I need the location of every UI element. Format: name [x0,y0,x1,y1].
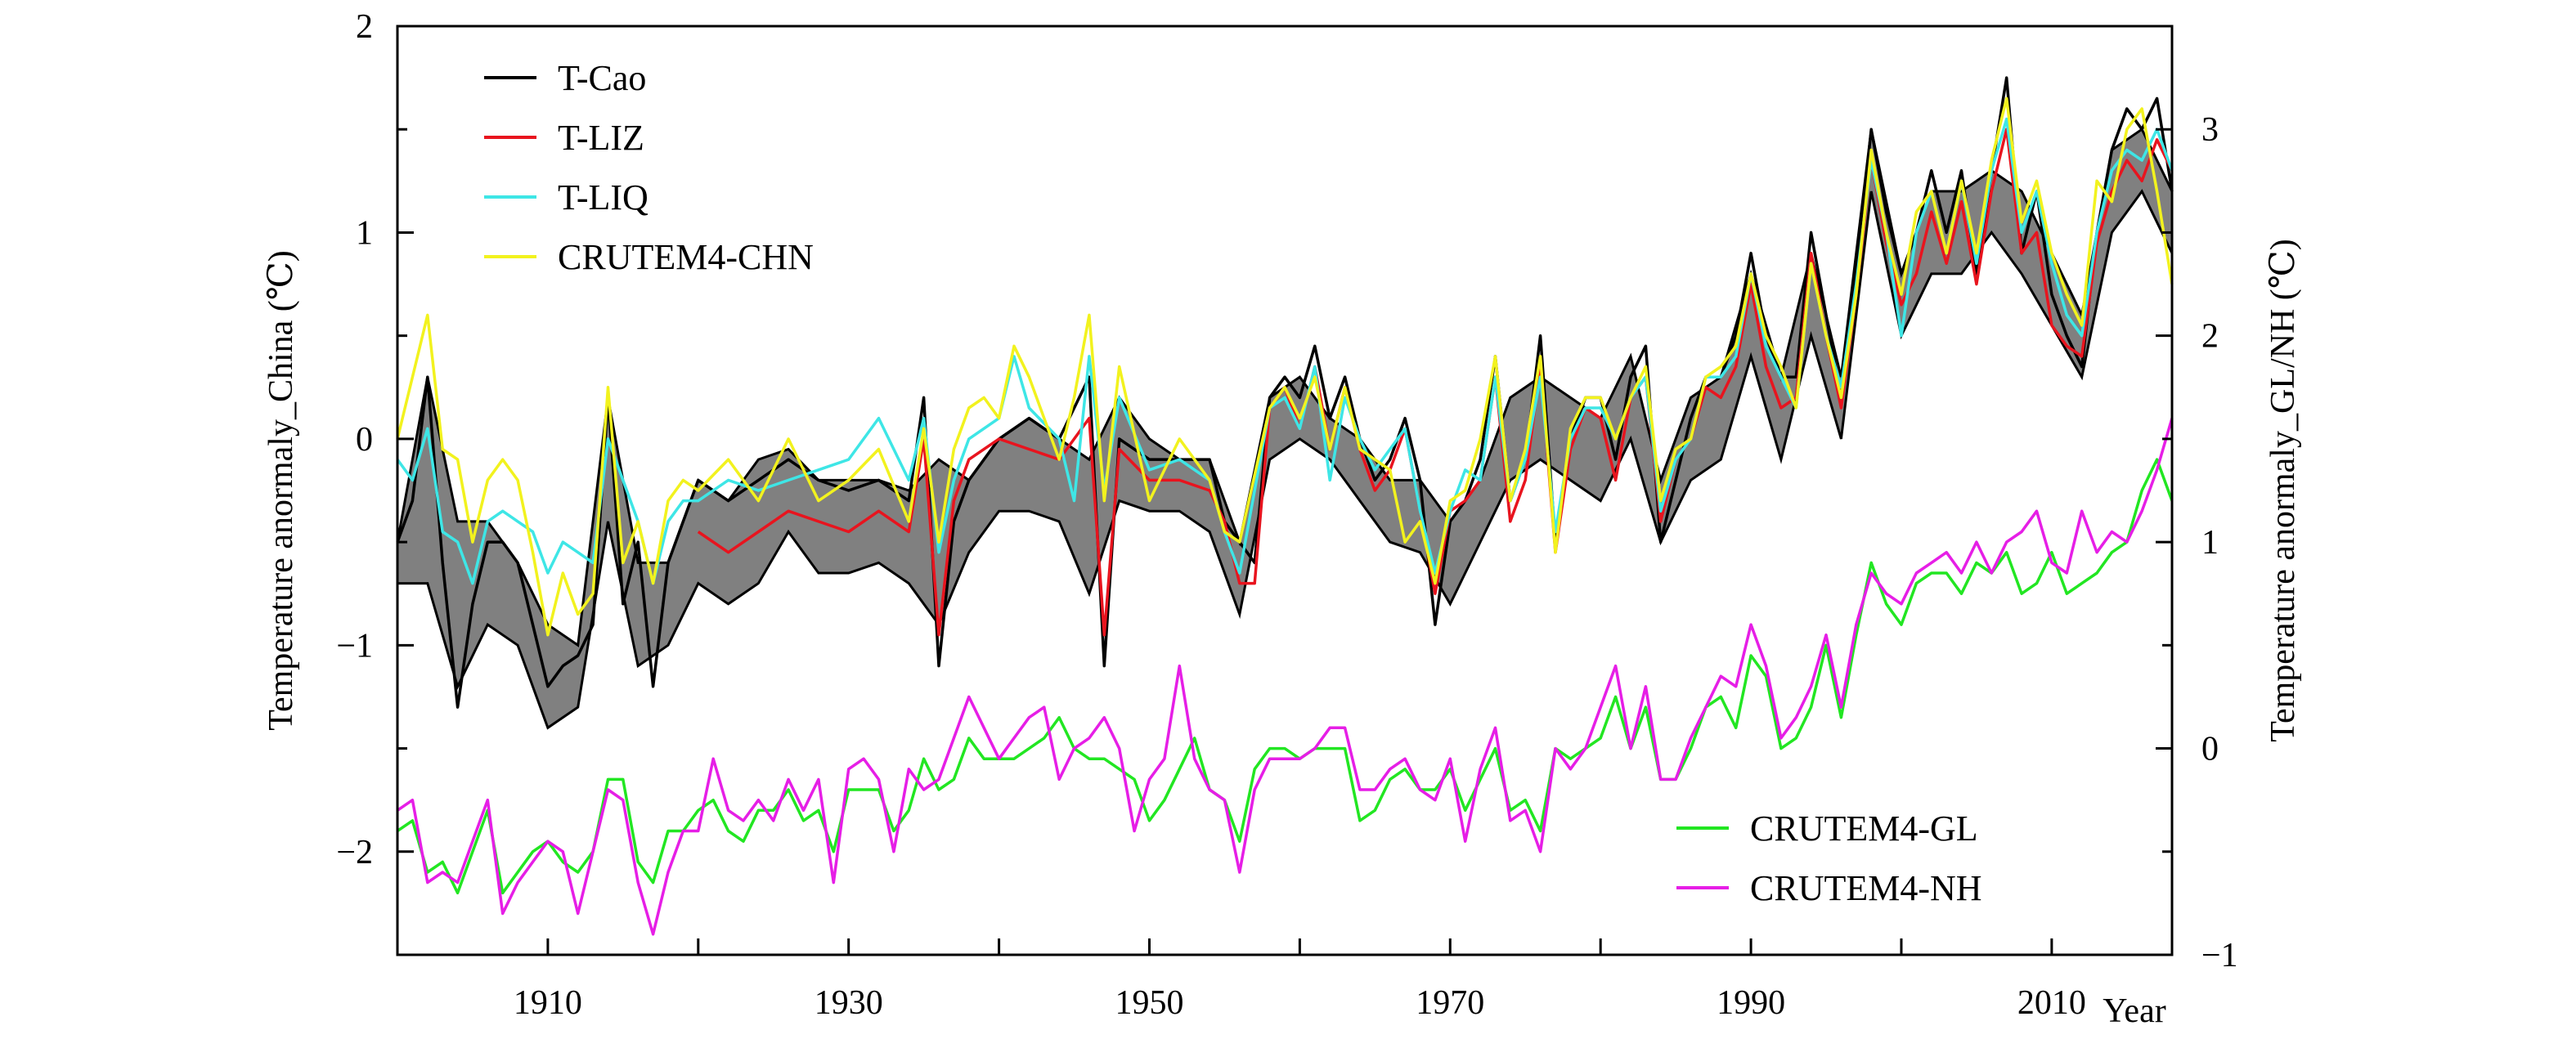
x-tick-label: 1950 [1115,984,1183,1022]
legend-label-crutem4-gl: CRUTEM4-GL [1750,808,1978,849]
y-left-tick-label: 2 [356,8,373,46]
legend-label-t-liq: T-LIQ [558,177,648,217]
y-right-tick-label: 0 [2201,731,2219,768]
x-tick-label: 1990 [1717,984,1785,1022]
legend-label-crutem4-nh: CRUTEM4-NH [1750,868,1982,908]
x-tick-label: 2010 [2017,984,2086,1022]
left-series-layer [396,76,2174,709]
y-left-axis-title: Temperature anormaly_China (℃) [263,250,300,731]
series-t-liq [396,117,2174,585]
y-left-tick-label: 0 [356,421,373,459]
right-series-layer [397,418,2174,936]
x-tick-label: 1970 [1416,984,1484,1022]
series-crutem4-nh [397,418,2174,936]
y-left-tick-label: −1 [336,627,373,665]
legend-right: CRUTEM4-GL CRUTEM4-NH [1676,808,1982,908]
y-right-tick-label: 1 [2201,524,2219,562]
ticks-layer: 1910 1930 1950 1970 1990 2010 −2 −1 0 1 2 −1 0 1 2 3 [336,8,2237,1022]
series-crutem4-chn [396,96,2174,637]
series-crutem4-gl [397,458,2174,895]
x-tick-label: 1910 [514,984,582,1022]
legend-label-crutem4-chn: CRUTEM4-CHN [558,237,814,277]
plot-frame [396,25,2174,956]
x-tick-label: 1930 [815,984,883,1022]
legend-label-t-cao: T-Cao [558,58,646,98]
uncertainty-band-layer [396,127,2174,730]
legend-label-t-liz: T-LIZ [558,118,644,158]
y-right-tick-label: 3 [2201,111,2219,149]
uncertainty-band [396,127,2174,730]
legend-left: T-Cao T-LIZ T-LIQ CRUTEM4-CHN [484,58,814,277]
y-right-tick-label: −1 [2201,937,2238,974]
y-left-tick-label: 1 [356,214,373,252]
y-right-axis-title: Temperature anormaly_GL/NH (℃) [2264,239,2302,741]
y-left-tick-label: −2 [336,834,373,871]
x-axis-title: Year [2103,992,2165,1030]
y-right-tick-label: 2 [2201,318,2219,356]
